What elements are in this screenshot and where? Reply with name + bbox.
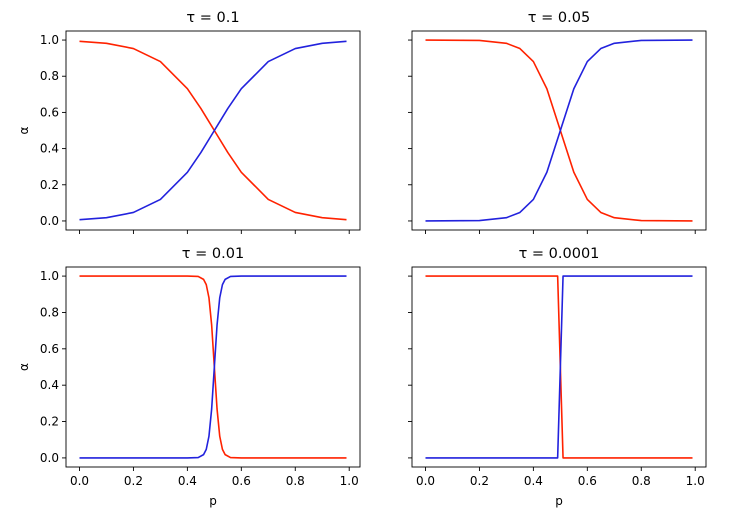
series-line-1 [79,275,347,459]
subplot-1: 0.0 0.2 0.4 0.6 0.8 1.0 τ = 0.1 α [17,10,361,234]
series-line-1 [79,40,347,221]
x-axis-label: p [209,494,217,508]
subplot-title: τ = 0.05 [528,10,590,26]
x-tick-label: 0.0 [70,474,89,488]
y-tick-label: 0.8 [40,69,59,83]
series-line-2 [425,39,693,222]
subplot-title: τ = 0.1 [186,10,239,26]
subplot-4: 0.0 0.2 0.4 0.6 0.8 1.0 τ = 0.0001 p [408,246,707,508]
x-tick-label: 0.6 [578,474,597,488]
series-line-2 [79,275,347,459]
subplot-title: τ = 0.01 [182,246,244,262]
subplot-3: 0.0 0.2 0.4 0.6 0.8 1.0 0.0 0.2 0.4 0.6 0.8 1.0 τ = … [17,246,361,508]
y-tick-label: 0.0 [40,451,59,465]
y-axis-label: α [17,363,31,371]
y-tick-label: 0.4 [40,142,59,156]
x-tick-label: 0.0 [416,474,435,488]
x-axis-label: p [555,494,563,508]
subplot-title: τ = 0.0001 [519,246,600,262]
y-tick-label: 0.6 [40,342,59,356]
subplot-2: τ = 0.05 [408,10,707,234]
x-tick-label: 1.0 [340,474,359,488]
x-tick-label: 0.8 [632,474,651,488]
x-tick-label: 0.8 [286,474,305,488]
plot-frame [411,266,707,468]
plot-frame [65,30,361,231]
y-tick-label: 1.0 [40,269,59,283]
y-tick-label: 0.6 [40,105,59,119]
y-axis-label: α [17,126,31,134]
x-tick-label: 0.2 [470,474,489,488]
y-tick-label: 0.0 [40,214,59,228]
series-line-2 [79,40,347,221]
y-tick-label: 0.8 [40,305,59,319]
y-tick-label: 0.4 [40,378,59,392]
x-tick-label: 0.4 [524,474,543,488]
series-line-1 [425,39,693,222]
x-tick-label: 0.4 [178,474,197,488]
x-tick-label: 1.0 [686,474,705,488]
plot-frame [411,30,707,231]
series-line-2 [425,275,693,459]
y-tick-label: 0.2 [40,178,59,192]
x-tick-label: 0.6 [232,474,251,488]
x-tick-label: 0.2 [124,474,143,488]
plot-frame [65,266,361,468]
y-tick-label: 0.2 [40,415,59,429]
y-tick-label: 1.0 [40,33,59,47]
